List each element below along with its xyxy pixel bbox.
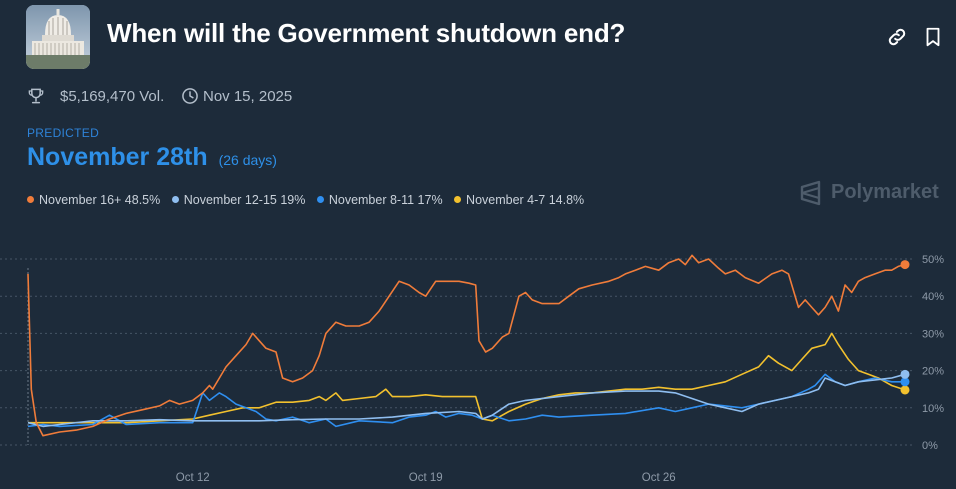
- series-end-dot: [900, 369, 910, 379]
- copy-link-button[interactable]: [886, 26, 908, 48]
- series-line: [27, 373, 906, 428]
- legend-dot: [316, 196, 324, 204]
- market-title: When will the Government shutdown end?: [107, 18, 626, 48]
- brand-name: Polymarket: [831, 181, 939, 203]
- legend-item: November 4-7 14.8%: [454, 193, 584, 207]
- predicted-days: (26 days): [218, 152, 277, 168]
- series-line: [28, 332, 906, 424]
- capitol-building-image: [26, 5, 90, 69]
- bookmark-icon: [926, 27, 940, 47]
- legend-dot: [27, 196, 34, 204]
- y-tick-label: 10%: [922, 403, 944, 415]
- y-tick-label: 50%: [922, 254, 944, 266]
- legend-item: November 16+ 48.5%: [27, 193, 160, 207]
- series-end-dot: [900, 260, 910, 270]
- legend-label: November 8-11 17%: [328, 193, 443, 207]
- series-end-dot: [900, 385, 910, 395]
- series-end-dot: [900, 377, 910, 387]
- y-tick-label: 30%: [922, 328, 944, 340]
- x-tick-label: Oct 19: [409, 472, 443, 484]
- chart-legend: November 16+ 48.5% November 12-15 19% No…: [27, 193, 592, 207]
- y-tick-label: 0%: [922, 440, 938, 452]
- link-icon: [888, 28, 906, 46]
- legend-label: November 16+ 48.5%: [39, 193, 161, 207]
- x-tick-label: Oct 12: [176, 472, 210, 484]
- market-thumbnail: [26, 5, 90, 69]
- clock-icon: [182, 88, 198, 104]
- legend-item: November 12-15 19%: [171, 193, 306, 207]
- predicted-label: PREDICTED: [27, 126, 100, 140]
- bookmark-button[interactable]: [922, 26, 944, 48]
- series-line: [27, 254, 906, 437]
- y-tick-label: 40%: [922, 291, 944, 303]
- trophy-icon: [28, 88, 44, 104]
- legend-label: November 4-7 14.8%: [466, 193, 585, 207]
- polymarket-logo-icon: [800, 180, 821, 206]
- end-date-value: Nov 15, 2025: [203, 88, 293, 105]
- y-tick-label: 20%: [922, 366, 944, 378]
- legend-dot: [454, 196, 462, 204]
- legend-label: November 12-15 19%: [183, 193, 306, 207]
- predicted-outcome: November 28th (26 days): [27, 143, 277, 172]
- legend-dot: [171, 196, 179, 204]
- x-tick-label: Oct 26: [642, 472, 676, 484]
- predicted-value: November 28th: [27, 143, 208, 171]
- legend-item: November 8-11 17%: [316, 193, 443, 207]
- volume-value: $5,169,470 Vol.: [60, 88, 165, 105]
